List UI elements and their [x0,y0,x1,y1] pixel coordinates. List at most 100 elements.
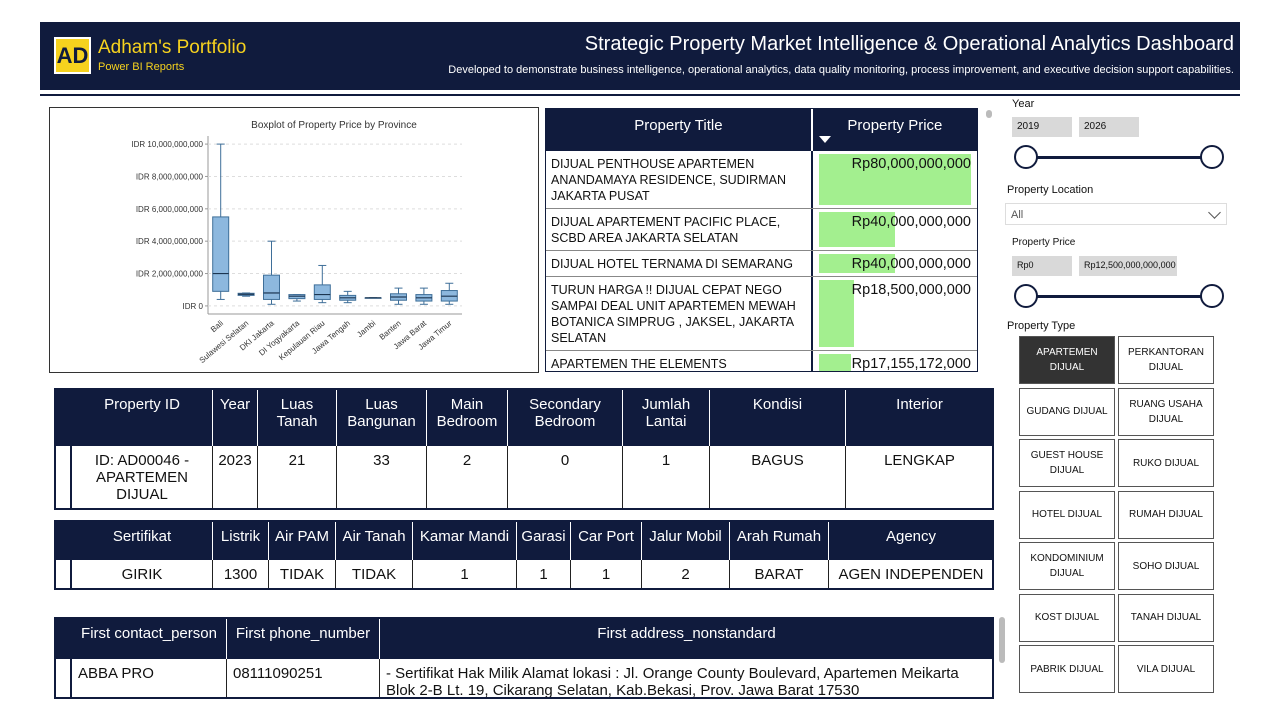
column-header[interactable]: Property ID [72,390,213,446]
price: Rp80,000,000,000 [851,156,971,172]
table-cell: ABBA PRO [72,659,227,697]
type-button[interactable]: HOTEL DIJUAL [1019,490,1115,539]
table-cell: GIRIK [72,560,213,588]
table-cell: 33 [337,446,427,508]
y-tick-label: IDR 8,000,000,000 [136,172,204,181]
slicer-label: Property Price [1012,237,1076,248]
type-button[interactable]: TANAH DIJUAL [1118,593,1214,642]
box [263,274,280,300]
property-title: DIJUAL HOTEL TERNAMA DI SEMARANG [546,251,813,276]
column-header[interactable]: Air Tanah [336,522,413,560]
column-header[interactable]: Secondary Bedroom [508,390,623,446]
type-button[interactable]: VILA DIJUAL [1118,645,1214,693]
data-bar [818,254,895,273]
boxplot-panel: Boxplot of Property Price by Province IDR… [49,107,539,373]
type-button[interactable]: APARTEMEN DIJUAL [1019,336,1115,384]
sort-arrow [818,136,831,143]
column-header[interactable]: Luas Tanah [258,390,337,446]
type-button[interactable]: PERKANTORAN DIJUAL [1118,336,1214,384]
column-header[interactable]: Property Title [546,109,813,151]
property-title: DIJUAL PENTHOUSE APARTEMEN ANANDAMAYA RE… [546,151,813,208]
price-cell: Rp80,000,000,000 [813,151,977,208]
table-cell: 1 [571,560,642,588]
type-button[interactable]: RUANG USAHA DIJUAL [1118,387,1214,436]
y-tick-label: IDR 10,000,000,000 [131,140,203,149]
price-cell: Rp17,155,172,000 [813,351,977,371]
type-button[interactable]: RUKO DIJUAL [1118,439,1214,487]
table-row: TURUN HARGA !! DIJUAL CEPAT NEGO SAMPAI … [546,277,977,351]
type-button[interactable]: PABRIK DIJUAL [1019,645,1115,693]
column-header[interactable]: Sertifikat [72,522,213,560]
dropdown[interactable]: All [1005,203,1227,225]
row-selector [56,446,72,508]
row-selector [56,659,72,697]
column-header[interactable]: Kamar Mandi [413,522,517,560]
table-cell: 1300 [213,560,269,588]
column-header[interactable]: Arah Rumah [730,522,829,560]
table-cell: 2 [427,446,508,508]
boxplot-chart: Boxplot of Property Price by Province IDR… [131,120,462,365]
type-button[interactable]: KONDOMINIUM DIJUAL [1019,542,1115,590]
slider-handle[interactable] [1200,145,1224,169]
table-cell: ID: AD00046 - APARTEMEN DIJUAL [72,446,213,508]
input-box[interactable]: Rp12,500,000,000,000 [1079,256,1177,276]
slicer-label: Property Type [1007,320,1076,332]
type-button[interactable]: GUDANG DIJUAL [1019,387,1115,436]
data-bar [818,280,854,347]
table-cell: 21 [258,446,337,508]
slicer-label: Property Location [1007,184,1094,196]
subtitle: Developed to demonstrate business intell… [448,64,1234,76]
table-cell: 2 [642,560,730,588]
column-header[interactable]: Property Price [813,109,977,151]
slider-handle[interactable] [1014,145,1038,169]
input-box[interactable]: 2019 [1012,117,1072,137]
table-cell: LENGKAP [846,446,992,508]
table-cell: 2023 [213,446,258,508]
data-bar [818,354,852,371]
column-header[interactable]: First address_nonstandard [380,619,992,659]
logo: AD [54,37,91,74]
column-header[interactable]: Agency [829,522,992,560]
column-header[interactable]: Car Port [571,522,642,560]
table-cell: AGEN INDEPENDEN [829,560,992,588]
table-cell: TIDAK [269,560,336,588]
slider-handle[interactable] [1014,284,1038,308]
slicer-label: Year [1012,98,1035,110]
detail-table: First contact_person ABBA PRO First phone_… [54,617,994,699]
input-box[interactable]: 2026 [1079,117,1139,137]
column-header[interactable]: Main Bedroom [427,390,508,446]
price-cell: Rp18,500,000,000 [813,277,977,350]
slider-handle[interactable] [1200,284,1224,308]
column-header[interactable]: Interior [846,390,992,446]
column-header[interactable]: Jalur Mobil [642,522,730,560]
price: Rp40,000,000,000 [851,214,971,230]
y-tick-label: IDR 2,000,000,000 [136,270,204,279]
table-cell: 0 [508,446,623,508]
column-header[interactable]: Kondisi [710,390,846,446]
price-cell: Rp40,000,000,000 [813,209,977,250]
column-header[interactable]: Listrik [213,522,269,560]
column-header[interactable]: Jumlah Lantai [623,390,710,446]
column-header[interactable]: Luas Bangunan [337,390,427,446]
column-header[interactable]: Air PAM [269,522,336,560]
property-title: APARTEMEN THE ELEMENTS EPICENTRUM [546,351,813,371]
y-tick-label: IDR 0 [183,302,204,311]
x-tick-label: Jambi [355,318,377,339]
row-selector [56,560,72,588]
table-header-band [56,619,992,659]
table-row: DIJUAL APARTEMENT PACIFIC PLACE, SCBD AR… [546,209,977,251]
scrollbar [999,617,1005,663]
y-tick-label: IDR 6,000,000,000 [136,205,204,214]
table-row: APARTEMEN THE ELEMENTS EPICENTRUM Rp17,15… [546,351,977,371]
input-box[interactable]: Rp0 [1012,256,1072,276]
type-button[interactable]: SOHO DIJUAL [1118,542,1214,590]
type-button[interactable]: KOST DIJUAL [1019,593,1115,642]
column-header[interactable]: Garasi [517,522,571,560]
column-header[interactable]: First contact_person [72,619,227,659]
dropdown-chevron [1208,206,1221,219]
column-header[interactable]: First phone_number [227,619,380,659]
type-button[interactable]: RUMAH DIJUAL [1118,490,1214,539]
type-button[interactable]: GUEST HOUSE DIJUAL [1019,439,1115,487]
table-cell: - Sertifikat Hak Milik Alamat lokasi : J… [380,659,992,697]
column-header[interactable]: Year [213,390,258,446]
